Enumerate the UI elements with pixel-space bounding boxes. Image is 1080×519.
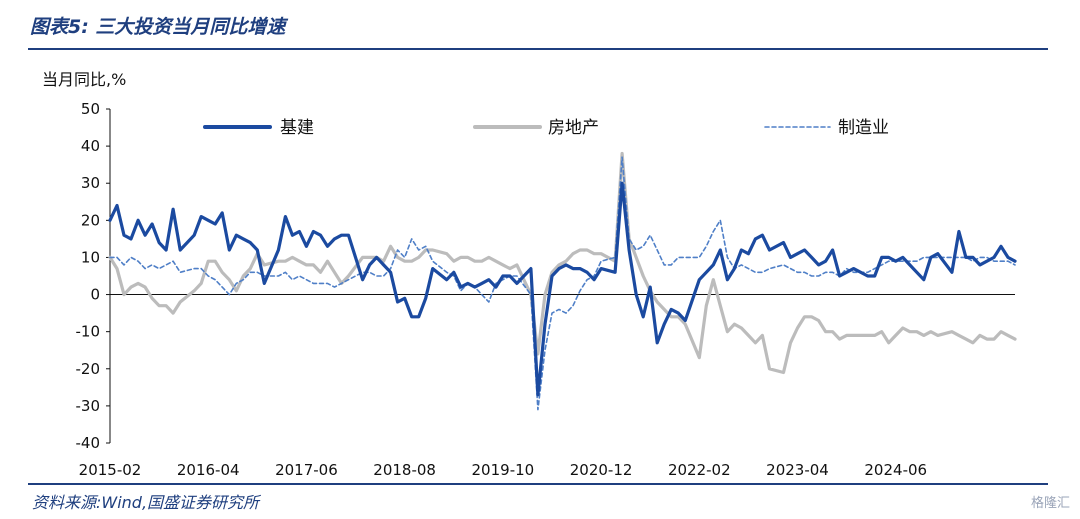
y-tick-label: 20 <box>81 211 100 229</box>
footer-divider <box>28 483 1048 485</box>
x-tick-label: 2020-12 <box>570 461 633 479</box>
y-tick-label: 0 <box>90 286 100 304</box>
series-line-2 <box>109 156 1016 411</box>
title-divider <box>28 48 1048 50</box>
y-tick-label: -30 <box>76 397 101 415</box>
chart-legend: 基建 房地产 制造业 <box>203 118 889 138</box>
series-line-0 <box>108 181 1017 397</box>
x-tick-label: 2019-10 <box>472 461 535 479</box>
x-tick-label: 2015-02 <box>79 461 142 479</box>
x-tick-label: 2018-08 <box>373 461 436 479</box>
chart-axes: 50 40 30 20 10 0 -10 -20 -30 -40 2015-02 2016-04 201… <box>76 100 1015 479</box>
x-tick-label: 2022-02 <box>668 461 731 479</box>
y-tick-label: -40 <box>76 434 101 452</box>
legend-label-0: 基建 <box>280 118 314 138</box>
y-tick-label: -10 <box>76 323 101 341</box>
chart-series <box>108 151 1017 411</box>
legend-label-1: 房地产 <box>548 118 599 138</box>
y-tick-label: 40 <box>81 137 100 155</box>
y-tick-label: 50 <box>81 100 100 118</box>
source-note: 资料来源:Wind,国盛证券研究所 <box>32 493 260 512</box>
watermark-logo: 格隆汇 <box>1030 496 1070 511</box>
x-tick-label: 2016-04 <box>177 461 240 479</box>
y-tick-label: -20 <box>76 360 101 378</box>
y-tick-label: 30 <box>81 174 100 192</box>
y-tick-label: 10 <box>81 248 100 266</box>
chart-title: 图表5: 三大投资当月同比增速 <box>30 16 286 38</box>
series-line-1 <box>108 151 1017 375</box>
legend-label-2: 制造业 <box>838 118 889 138</box>
x-tick-label: 2017-06 <box>275 461 338 479</box>
x-tick-label: 2024-06 <box>864 461 927 479</box>
x-tick-label: 2023-04 <box>766 461 829 479</box>
y-axis-label: 当月同比,% <box>42 70 127 89</box>
